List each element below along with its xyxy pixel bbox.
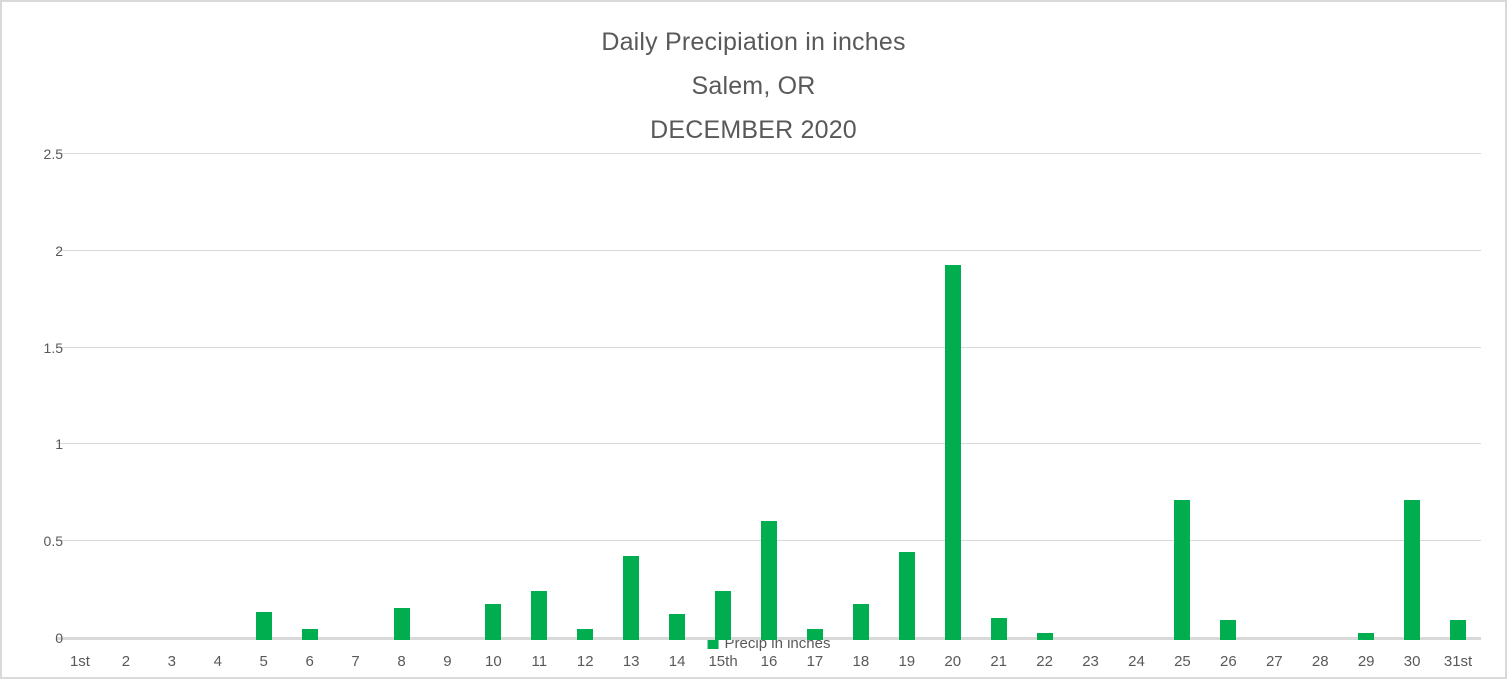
bar-day-11	[531, 590, 548, 640]
x-tick-label: 25	[1174, 653, 1191, 670]
x-tick-label: 2	[121, 653, 131, 670]
gridline	[57, 443, 1481, 445]
bar-day-26	[1220, 619, 1237, 640]
x-tick-label: 15th	[708, 653, 738, 670]
y-tick-label: 0	[55, 630, 63, 646]
bar-day-13	[623, 555, 640, 640]
bar-day-12	[577, 629, 594, 640]
y-tick-label: 0.5	[43, 533, 63, 550]
bar-day-15	[715, 590, 732, 640]
bar-day-21	[990, 617, 1007, 640]
bar-day-14	[669, 613, 686, 640]
bar-day-19	[898, 551, 915, 640]
x-tick-label: 10	[485, 653, 502, 670]
bar-day-30	[1404, 499, 1421, 640]
y-tick-label: 1.5	[43, 339, 63, 356]
x-tick-label: 1st	[69, 653, 90, 670]
x-tick-label: 31st	[1443, 653, 1473, 670]
bar-day-5	[255, 611, 272, 640]
x-tick-label: 23	[1082, 653, 1099, 670]
x-tick-label: 20	[944, 653, 962, 670]
x-tick-label: 11	[531, 653, 548, 670]
bar-day-16	[761, 520, 777, 640]
x-tick-label: 21	[990, 653, 1008, 670]
x-tick-label: 28	[1311, 653, 1329, 670]
bar-day-6	[301, 629, 318, 640]
x-tick-label: 27	[1265, 653, 1283, 670]
x-tick-label: 26	[1220, 653, 1237, 670]
x-tick-label: 12	[576, 653, 594, 670]
y-tick-label: 2	[55, 242, 63, 259]
x-tick-label: 9	[443, 653, 452, 670]
x-tick-label: 30	[1403, 653, 1421, 670]
chart-title-line-3: DECEMBER 2020	[650, 116, 857, 144]
x-tick-label: 7	[351, 653, 360, 670]
legend-swatch-icon	[707, 638, 719, 649]
y-tick-label: 2.5	[43, 146, 63, 162]
chart-title: Daily Precipiation in inches Salem, OR D…	[2, 20, 1505, 152]
x-tick-label: 18	[852, 653, 870, 670]
bar-day-29	[1358, 633, 1375, 640]
gridline	[57, 249, 1481, 251]
x-tick-label: 14	[668, 653, 686, 670]
x-tick-label: 4	[213, 653, 222, 670]
x-tick-label: 22	[1036, 653, 1053, 670]
bar-day-22	[1036, 633, 1053, 640]
bar-day-8	[393, 607, 410, 640]
x-tick-label: 13	[622, 653, 640, 670]
bar-day-25	[1174, 499, 1191, 640]
x-tick-label: 19	[898, 653, 916, 670]
x-tick-label: 24	[1128, 653, 1145, 670]
gridline	[57, 346, 1481, 348]
gridline	[57, 153, 1481, 154]
x-tick-label: 6	[305, 653, 314, 670]
x-tick-label: 5	[259, 653, 268, 670]
x-tick-label: 29	[1357, 653, 1375, 670]
bar-day-10	[485, 604, 502, 640]
bar-day-18	[852, 604, 869, 640]
x-tick-label: 3	[167, 653, 176, 670]
bar-day-17	[806, 629, 823, 640]
x-tick-label: 16	[760, 653, 778, 670]
chart-title-line-2: Salem, OR	[691, 72, 816, 100]
x-tick-label: 8	[397, 653, 406, 670]
x-tick-label: 17	[806, 653, 824, 670]
y-tick-label: 1	[55, 436, 63, 453]
chart-title-line-1: Daily Precipiation in inches	[601, 28, 906, 56]
bar-day-20	[944, 265, 961, 640]
bar-day-31	[1450, 619, 1467, 640]
